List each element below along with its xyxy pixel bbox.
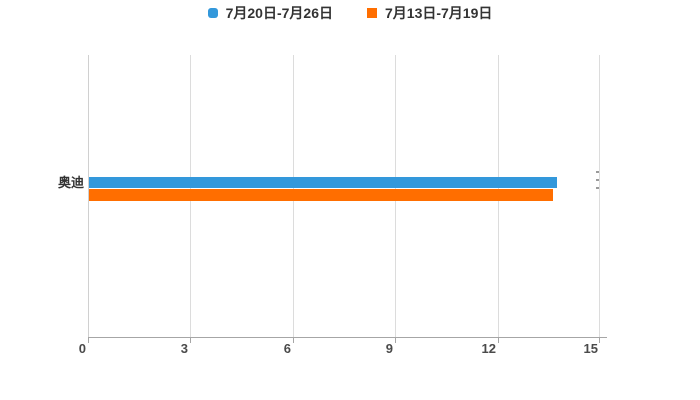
plot-area: 0 3 6 9 12 15 [79,55,600,355]
x-axis-tick [88,338,89,343]
x-tick-label: 6 [283,341,291,356]
x-axis-tick [395,338,396,343]
y-axis-line [88,55,89,337]
legend-marker-rounded-square-icon [207,8,218,18]
legend-item-week-jul20-26[interactable]: 7月20日-7月26日 [207,5,333,21]
x-axis-tick [293,338,294,343]
x-tick-label: 12 [481,341,496,356]
bar-week-jul20-26[interactable] [89,177,557,188]
gridline-dash [596,187,600,189]
x-tick-label: 3 [180,341,188,356]
legend: 7月20日-7月26日 7月13日-7月19日 [0,6,700,20]
legend-label-week-jul13-19: 7月13日-7月19日 [385,5,493,21]
gridline [599,55,600,337]
legend-marker-square-icon [367,8,377,18]
x-tick-label: 15 [583,341,598,356]
x-tick-label: 0 [78,341,86,356]
legend-label-week-jul20-26: 7月20日-7月26日 [225,5,333,21]
x-tick-label: 9 [385,341,393,356]
category-label: 奥迪 [57,175,84,190]
x-axis-tick [190,338,191,343]
x-axis-line [88,337,607,338]
bar-week-jul13-19[interactable] [89,189,553,201]
gridline-dash [596,171,600,173]
legend-item-week-jul13-19[interactable]: 7月13日-7月19日 [367,6,492,20]
x-axis-tick [599,338,600,343]
gridline-dash [596,179,600,181]
x-axis-tick [498,338,499,343]
